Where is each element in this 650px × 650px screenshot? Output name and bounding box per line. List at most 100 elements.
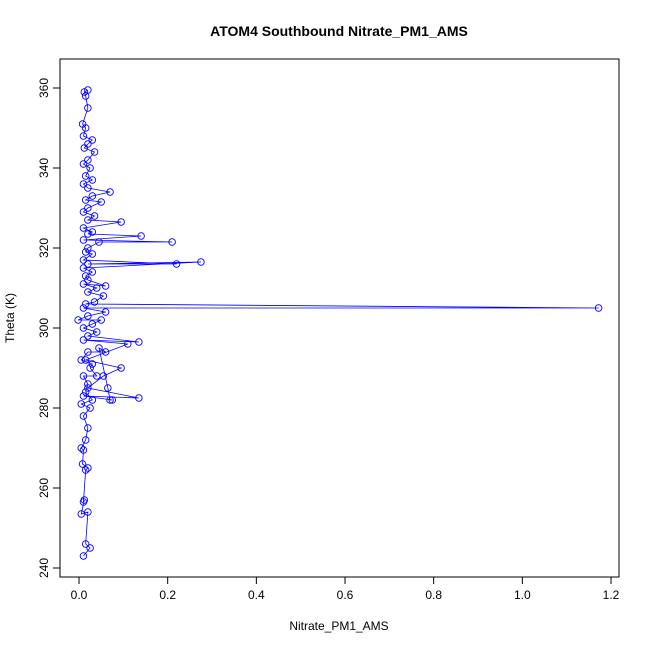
data-point [84, 384, 92, 392]
data-point [84, 184, 92, 192]
data-point [93, 284, 101, 292]
data-point [95, 344, 103, 352]
data-point [117, 364, 125, 372]
data-point [106, 188, 114, 196]
data-point [84, 276, 92, 284]
data-point [84, 204, 92, 212]
data-point [88, 396, 97, 404]
data-point [80, 88, 89, 96]
data-point [86, 544, 94, 552]
data-point [84, 230, 92, 238]
data-point [79, 552, 88, 560]
data-point [137, 232, 145, 240]
x-tick-label: 0.2 [159, 588, 176, 602]
data-point [108, 396, 117, 404]
plot-frame [59, 58, 620, 578]
data-point [86, 404, 94, 412]
data-point [79, 236, 88, 244]
y-tick-label: 360 [37, 78, 51, 98]
data-point [88, 192, 97, 200]
data-point [79, 412, 88, 420]
x-tick-label: 1.2 [603, 588, 620, 602]
data-point [86, 164, 94, 172]
data-point [99, 292, 108, 300]
data-point [84, 288, 92, 296]
data-point [117, 218, 125, 226]
data-point [79, 160, 88, 168]
y-tick-label: 320 [37, 238, 51, 258]
data-point [84, 312, 92, 320]
data-point [81, 540, 90, 548]
data-point [79, 180, 88, 188]
data-point [81, 388, 90, 396]
y-tick-label: 240 [37, 558, 51, 578]
data-point [197, 258, 205, 266]
data-point [79, 256, 88, 264]
data-point [79, 264, 88, 272]
data-point [84, 244, 92, 252]
data-point [81, 248, 90, 256]
x-tick-label: 0.8 [425, 588, 442, 602]
data-point [93, 328, 101, 336]
data-point [135, 394, 143, 402]
data-point [81, 436, 90, 444]
y-tick-label: 300 [37, 318, 51, 338]
data-point [124, 340, 132, 348]
data-point [79, 372, 88, 380]
data-point [84, 216, 92, 224]
data-point [95, 238, 103, 246]
data-point [135, 338, 143, 346]
data-point [88, 136, 97, 144]
data-point [86, 364, 94, 372]
data-point [79, 132, 88, 140]
data-point [79, 336, 88, 344]
data-point [84, 380, 92, 388]
x-tick-label: 0.6 [337, 588, 354, 602]
data-point [81, 272, 90, 280]
data-point [97, 198, 105, 206]
data-point [79, 392, 88, 400]
data-point [97, 316, 105, 324]
x-tick-label: 1.0 [514, 588, 531, 602]
data-point [79, 280, 88, 288]
data-point [84, 156, 92, 164]
y-tick-label: 280 [37, 398, 51, 418]
data-point [78, 120, 87, 128]
data-point [101, 308, 110, 316]
data-point [90, 148, 99, 156]
data-point [81, 300, 90, 308]
data-point [79, 498, 88, 506]
data-point [84, 140, 92, 148]
data-point [81, 172, 90, 180]
data-point [168, 238, 176, 246]
data-point [84, 104, 92, 112]
data-point [77, 510, 85, 518]
y-axis-label: Theta (K) [3, 293, 17, 343]
data-point [84, 464, 92, 472]
data-point [81, 196, 90, 204]
data-point [104, 384, 112, 392]
data-point [101, 348, 110, 356]
data-point [88, 268, 97, 276]
data-point [88, 320, 97, 328]
y-tick-label: 260 [37, 478, 51, 498]
data-point [77, 400, 85, 408]
data-point [79, 304, 88, 312]
data-point [88, 250, 97, 258]
data-point [88, 228, 97, 236]
data-point [88, 360, 97, 368]
data-point [90, 298, 99, 306]
data-point [79, 446, 88, 454]
data-point [74, 316, 82, 324]
data-point [81, 356, 90, 364]
data-point [84, 86, 92, 94]
x-tick-label: 0.0 [71, 588, 88, 602]
data-point [79, 224, 88, 232]
data-point [78, 460, 87, 468]
chart-title: ATOM4 Southbound Nitrate_PM1_AMS [210, 23, 468, 39]
data-point [84, 332, 92, 340]
x-axis-label: Nitrate_PM1_AMS [289, 619, 388, 633]
data-point [79, 324, 88, 332]
data-point [88, 176, 97, 184]
